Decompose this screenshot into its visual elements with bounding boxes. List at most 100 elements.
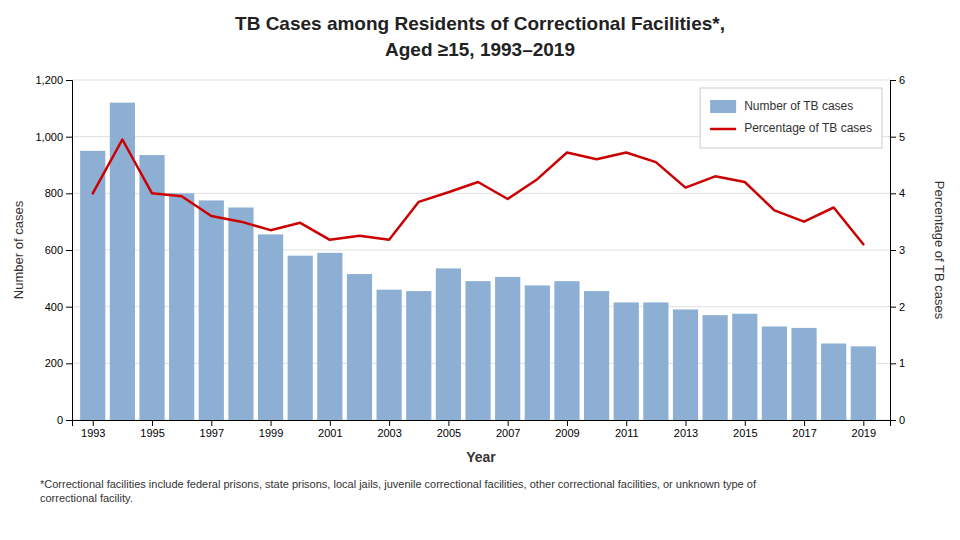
legend: Number of TB cases Percentage of TB cases — [700, 88, 882, 148]
bar — [851, 346, 876, 420]
legend-item: Percentage of TB cases — [710, 121, 872, 135]
tick: 2001 — [318, 420, 342, 439]
grid-line — [72, 80, 890, 81]
bar — [703, 315, 728, 420]
tick-mark — [66, 137, 72, 138]
bar — [317, 253, 342, 420]
tick-mark — [271, 420, 272, 426]
tick: 2005 — [437, 420, 461, 439]
tick: 1995 — [140, 420, 164, 439]
tick-label: 2001 — [318, 427, 342, 439]
plot-area — [80, 103, 876, 420]
tick-mark — [626, 420, 627, 426]
tick-label: 2007 — [496, 427, 520, 439]
tick-mark — [66, 420, 72, 421]
footnote-line: correctional facility. — [40, 492, 133, 504]
grid — [72, 80, 890, 420]
legend-swatch — [710, 128, 736, 131]
axis-line — [66, 81, 73, 421]
tick-mark — [863, 420, 864, 426]
tick-mark — [890, 307, 896, 308]
axis-line — [891, 81, 897, 421]
tick-label: 6 — [899, 74, 905, 86]
bar — [791, 328, 816, 420]
tick-label: 0 — [899, 414, 905, 426]
tick-label: 1,000 — [35, 131, 63, 143]
tick: 2003 — [377, 420, 401, 439]
tick-label: 5 — [899, 131, 905, 143]
bar — [673, 310, 698, 421]
tick-label: 2019 — [852, 427, 876, 439]
tick: 400 — [45, 301, 72, 313]
tick: 0 — [890, 414, 905, 426]
bar — [643, 302, 668, 420]
tick: 600 — [45, 244, 72, 256]
tick: 2 — [890, 301, 905, 313]
tick-label: 1,200 — [35, 74, 63, 86]
bar — [465, 281, 490, 420]
tick: 1993 — [81, 420, 105, 439]
tick: 2011 — [615, 420, 639, 439]
tick-label: 2011 — [615, 427, 639, 439]
tick-mark — [890, 250, 896, 251]
x-axis: 1993199519971999200120032005200720092011… — [73, 420, 891, 439]
tick-mark — [567, 420, 568, 426]
legend-item: Number of TB cases — [710, 99, 853, 113]
y-axis: 0 200 400 600 800 1,000 1,200 — [35, 74, 72, 426]
tick-label: 2005 — [437, 427, 461, 439]
tick-mark — [686, 420, 687, 426]
bar — [288, 256, 313, 420]
legend-label: Percentage of TB cases — [744, 121, 872, 135]
tick: 4 — [890, 187, 905, 199]
bar — [377, 290, 402, 420]
tick: 2007 — [496, 420, 520, 439]
tick-mark — [890, 193, 896, 194]
bar-series — [80, 103, 876, 420]
tick: 2009 — [555, 420, 579, 439]
tick-mark — [890, 420, 896, 421]
y2-axis: 0123456 — [890, 74, 905, 426]
title: TB Cases among Residents of Correctional… — [235, 13, 725, 34]
bar — [495, 277, 520, 420]
y-label: Number of cases — [11, 200, 26, 299]
bar — [584, 291, 609, 420]
bar — [821, 344, 846, 421]
bar — [228, 208, 253, 421]
tick-mark — [508, 420, 509, 426]
bar — [258, 234, 283, 420]
tick-mark — [448, 420, 449, 426]
bar — [554, 281, 579, 420]
tick: 1,000 — [35, 131, 72, 143]
footnote: *Correctional facilities include federal… — [40, 478, 757, 504]
grid-line — [72, 193, 890, 194]
tick-mark — [330, 420, 331, 426]
tick-label: 0 — [57, 414, 63, 426]
bar — [169, 193, 194, 420]
tick: 0 — [57, 414, 72, 426]
tick: 2013 — [674, 420, 698, 439]
tick-label: 4 — [899, 187, 905, 199]
tick: 800 — [45, 187, 72, 199]
tick-mark — [66, 80, 72, 81]
tick-mark — [890, 363, 896, 364]
footnote-line: *Correctional facilities include federal… — [40, 478, 757, 490]
tick-mark — [66, 250, 72, 251]
bar — [347, 274, 372, 420]
tick: 1,200 — [35, 74, 72, 86]
tick: 1997 — [200, 420, 224, 439]
tick-label: 2015 — [733, 427, 757, 439]
legend-label: Number of TB cases — [744, 99, 853, 113]
tick-label: 200 — [45, 357, 63, 369]
tick: 1 — [890, 357, 905, 369]
tick-mark — [745, 420, 746, 426]
tick: 6 — [890, 74, 905, 86]
tick-label: 2017 — [792, 427, 816, 439]
tick-label: 800 — [45, 187, 63, 199]
bar — [762, 327, 787, 421]
y2-label: Percentage of TB cases — [932, 181, 947, 320]
tick-label: 2 — [899, 301, 905, 313]
axis-line — [73, 421, 891, 427]
tick-mark — [66, 193, 72, 194]
tick-label: 400 — [45, 301, 63, 313]
bar — [406, 291, 431, 420]
